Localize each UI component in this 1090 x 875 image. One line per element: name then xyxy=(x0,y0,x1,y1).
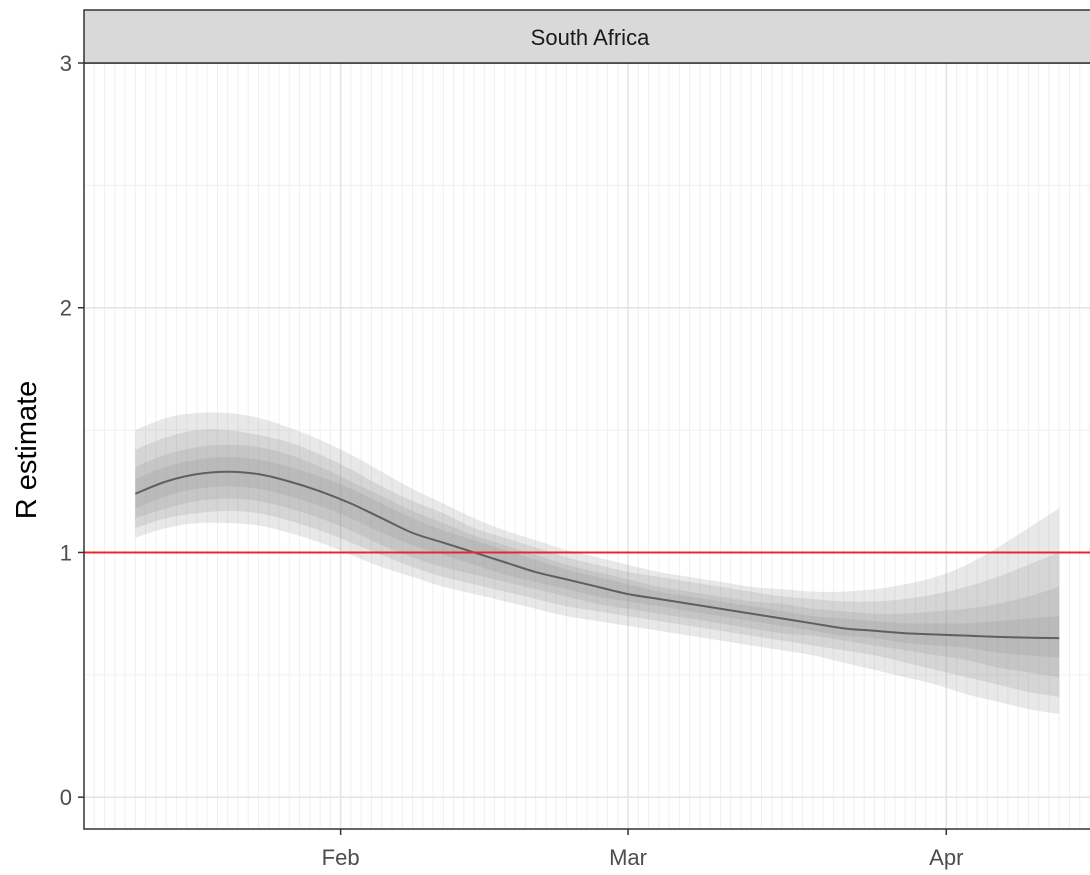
major-grid-x xyxy=(339,63,948,829)
minor-grid-y xyxy=(84,184,1090,676)
facet-title: South Africa xyxy=(531,25,650,50)
y-tick-label: 2 xyxy=(60,296,72,321)
y-tick-label: 1 xyxy=(60,540,72,565)
facet-strip xyxy=(83,9,1090,64)
median-r-line xyxy=(134,470,1060,640)
x-tick-label: Mar xyxy=(609,845,647,870)
x-tick-label: Feb xyxy=(322,845,360,870)
y-axis-ticks: 0 1 2 3 xyxy=(60,51,84,810)
ci-band-4 xyxy=(135,457,1060,658)
ci-band-2 xyxy=(135,429,1060,697)
y-axis-label: R estimate xyxy=(11,381,43,520)
credible-interval-bands xyxy=(135,412,1060,714)
ci-band-1 xyxy=(135,412,1060,714)
y-tick-label: 0 xyxy=(60,785,72,810)
y-tick-label: 3 xyxy=(60,51,72,76)
x-tick-label: Apr xyxy=(929,845,963,870)
ci-band-3 xyxy=(135,444,1060,678)
x-axis-ticks: Feb Mar Apr xyxy=(322,829,963,870)
minor-grid-x xyxy=(83,63,1090,829)
